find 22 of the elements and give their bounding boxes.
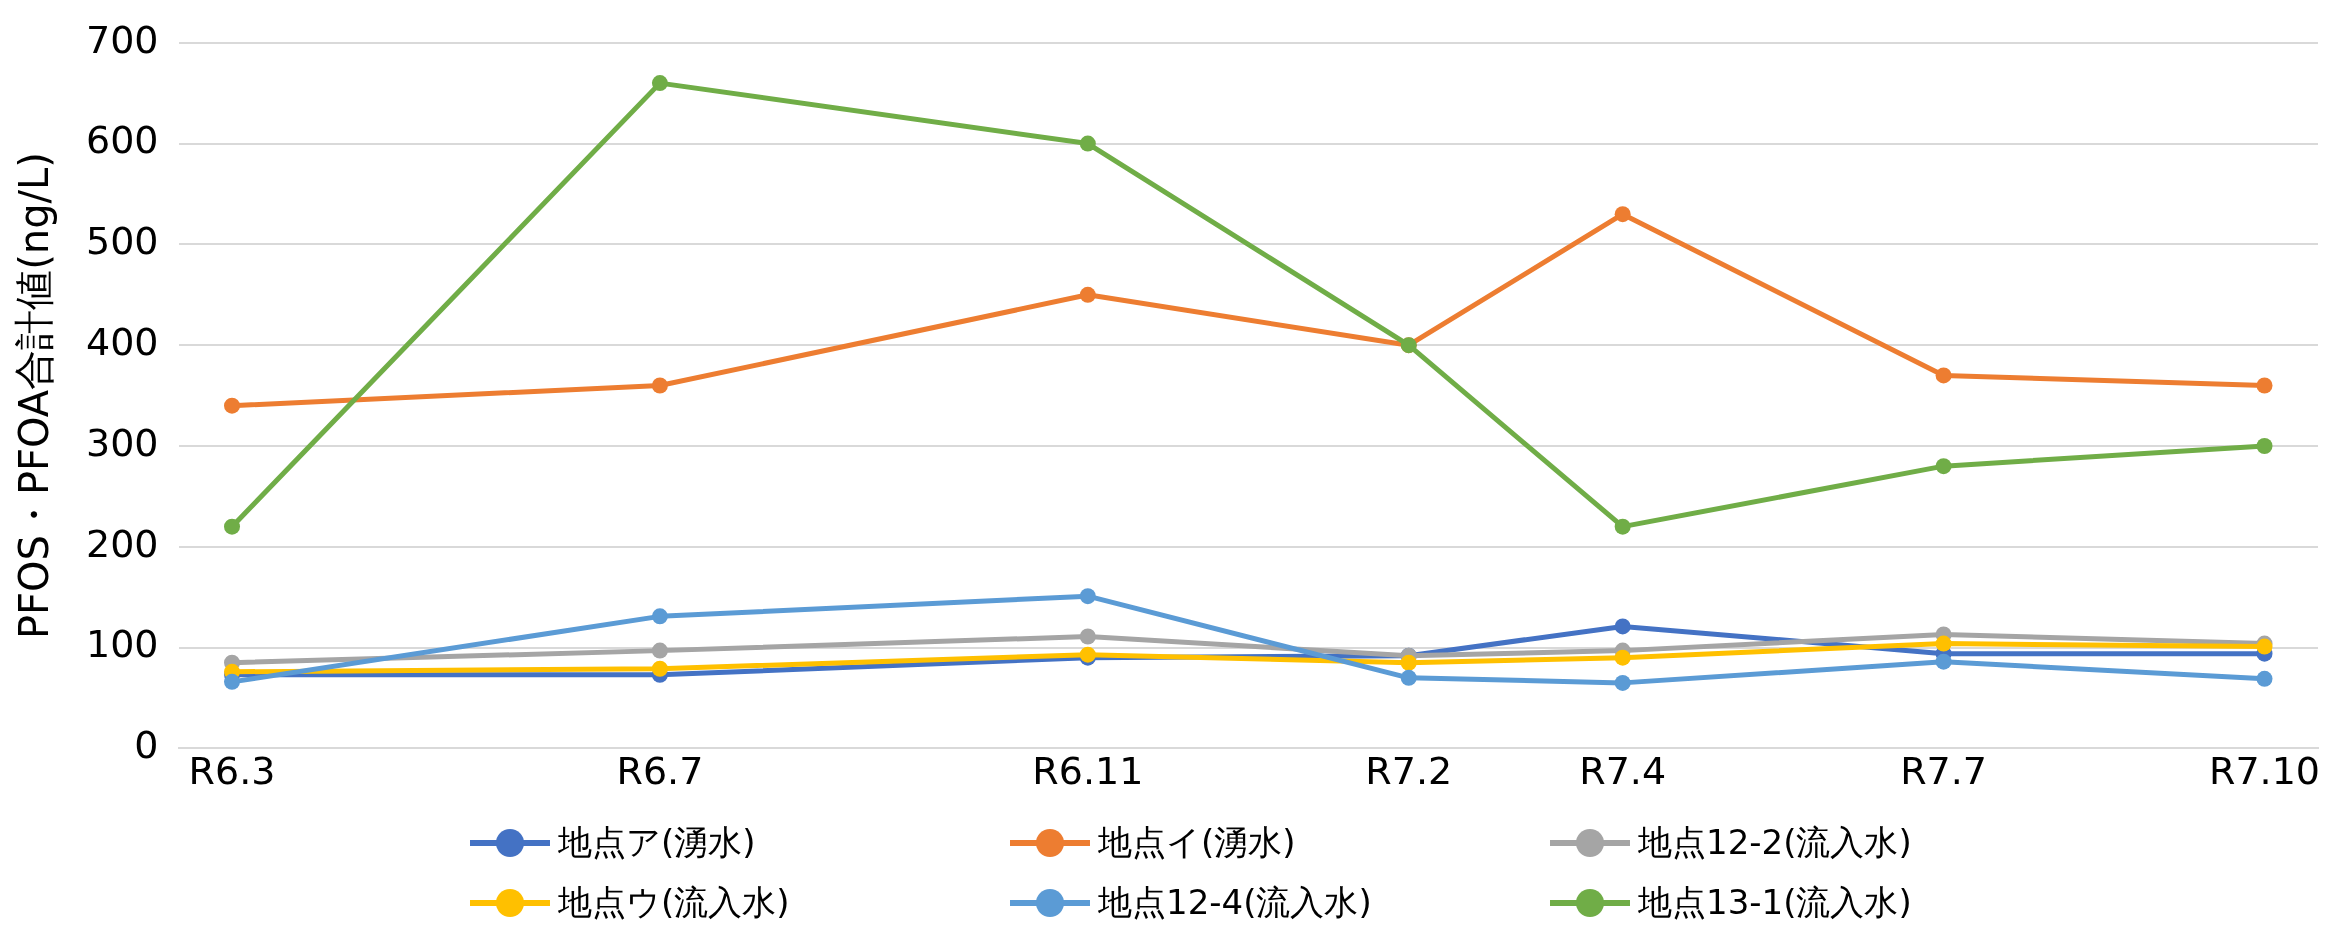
x-tick-label: R7.2 bbox=[1365, 749, 1453, 794]
y-tick-label: 100 bbox=[86, 622, 159, 667]
x-tick-label: R7.4 bbox=[1579, 749, 1667, 794]
legend-label: 地点イ(湧水) bbox=[1098, 821, 1296, 864]
y-tick-label: 700 bbox=[86, 17, 159, 62]
x-tick-label: R6.11 bbox=[1032, 749, 1144, 794]
y-tick-label: 400 bbox=[86, 320, 159, 365]
legend-label: 地点12-4(流入水) bbox=[1098, 881, 1372, 924]
legend-label: 地点ウ(流入水) bbox=[558, 881, 790, 924]
y-tick-label: 500 bbox=[86, 219, 159, 264]
x-tick-label: R7.10 bbox=[2209, 749, 2321, 794]
y-axis-title: PFOS・PFOA合計値(ng/L) bbox=[11, 152, 58, 640]
legend-label: 地点13-1(流入水) bbox=[1638, 881, 1912, 924]
legend-label: 地点ア(湧水) bbox=[558, 821, 756, 864]
y-tick-label: 300 bbox=[86, 420, 159, 465]
y-tick-label: 200 bbox=[86, 521, 159, 566]
legend-label: 地点12-2(流入水) bbox=[1638, 821, 1912, 864]
y-tick-label: 600 bbox=[86, 118, 159, 163]
y-tick-label: 0 bbox=[134, 723, 159, 768]
x-tick-label: R7.7 bbox=[1900, 749, 1988, 794]
x-tick-label: R6.7 bbox=[616, 749, 704, 794]
x-tick-label: R6.3 bbox=[188, 749, 276, 794]
